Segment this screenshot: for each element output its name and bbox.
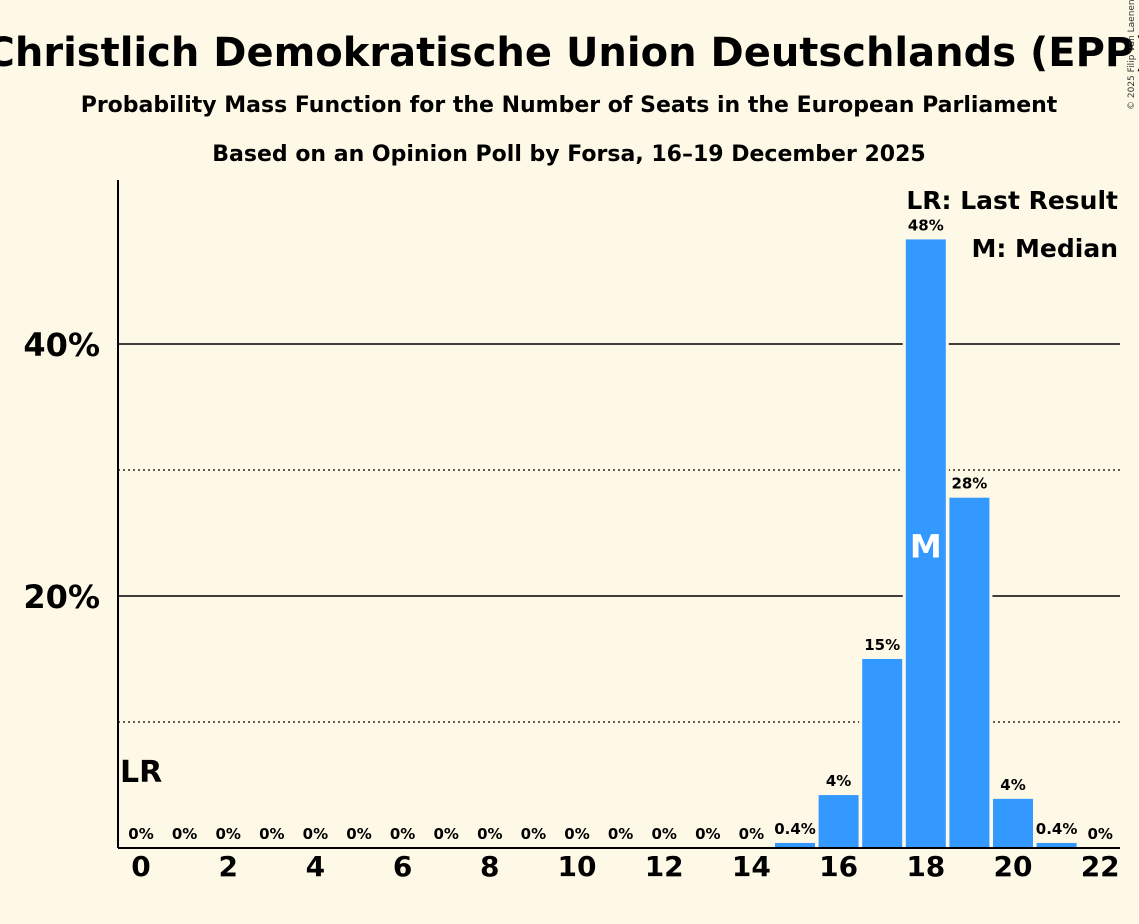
bar-value-label: 0.4%: [774, 820, 816, 838]
bar-value-label: 0%: [172, 825, 197, 843]
bar-value-label: 0%: [739, 825, 764, 843]
bar-value-label: 0%: [433, 825, 458, 843]
bar-labels: 0% 0% 0% 0% 0% 0% 0% 0% 0% 0% 0% 0% 0% 0% 0% 0.4% 4% 15% 4…: [128, 216, 1113, 843]
axes: [117, 180, 1120, 849]
y-tick-label: 20%: [23, 578, 100, 616]
bar-value-label: 28%: [951, 475, 987, 493]
bar-seat-18: [905, 239, 946, 849]
legend-last-result: LR: Last Result: [906, 186, 1118, 215]
bar-value-label: 0%: [303, 825, 328, 843]
x-tick-label: 2: [218, 850, 237, 883]
bar-value-label: 0.4%: [1036, 820, 1078, 838]
copyright-notice: © 2025 Filip van Laenen: [1127, 0, 1137, 110]
bar-value-label: 0%: [1087, 825, 1112, 843]
median-marker: M: [910, 527, 942, 565]
chart-title: Christlich Demokratische Union Deutschla…: [0, 30, 1139, 76]
bar-value-label: 15%: [864, 636, 900, 654]
x-tick-label: 4: [306, 850, 325, 883]
bar-value-label: 0%: [128, 825, 153, 843]
x-tick-label: 18: [906, 850, 945, 883]
bar-seat-16: [818, 795, 859, 848]
bar-value-label: 0%: [564, 825, 589, 843]
bars: M: [772, 236, 1080, 849]
chart-subtitle-2: Based on an Opinion Poll by Forsa, 16–19…: [212, 142, 925, 167]
bar-value-label: 0%: [215, 825, 240, 843]
bar-value-label: 0%: [477, 825, 502, 843]
bar-seat-19: [949, 497, 990, 848]
x-tick-label: 22: [1081, 850, 1120, 883]
bar-value-label: 0%: [521, 825, 546, 843]
x-tick-label: 6: [393, 850, 412, 883]
x-tick-label: 0: [131, 850, 150, 883]
legend-median: M: Median: [971, 234, 1118, 263]
bar-value-label: 0%: [695, 825, 720, 843]
x-tick-label: 8: [480, 850, 499, 883]
x-tick-label: 14: [732, 850, 771, 883]
chart-subtitle-1: Probability Mass Function for the Number…: [81, 93, 1058, 118]
x-tick-label: 12: [645, 850, 684, 883]
y-tick-labels: 20% 40%: [23, 326, 100, 616]
bar-seat-17: [862, 659, 903, 848]
x-tick-label: 16: [819, 850, 858, 883]
bar-value-label: 0%: [346, 825, 371, 843]
bar-value-label: 0%: [259, 825, 284, 843]
x-tick-label: 10: [558, 850, 597, 883]
x-tick-labels: 0 2 4 6 8 10 12 14 16 18 20 22: [131, 850, 1119, 883]
bar-value-label: 0%: [390, 825, 415, 843]
bar-value-label: 48%: [908, 216, 944, 234]
bar-seat-15: [775, 842, 815, 848]
bar-value-label: 0%: [608, 825, 633, 843]
bar-value-label: 4%: [1000, 776, 1025, 794]
bar-value-label: 0%: [651, 825, 676, 843]
bar-value-label: 4%: [826, 772, 851, 790]
last-result-marker: LR: [120, 755, 162, 790]
y-tick-label: 40%: [23, 326, 100, 364]
bar-seat-21: [1036, 842, 1077, 848]
x-tick-label: 20: [994, 850, 1033, 883]
bar-seat-20: [993, 798, 1033, 848]
